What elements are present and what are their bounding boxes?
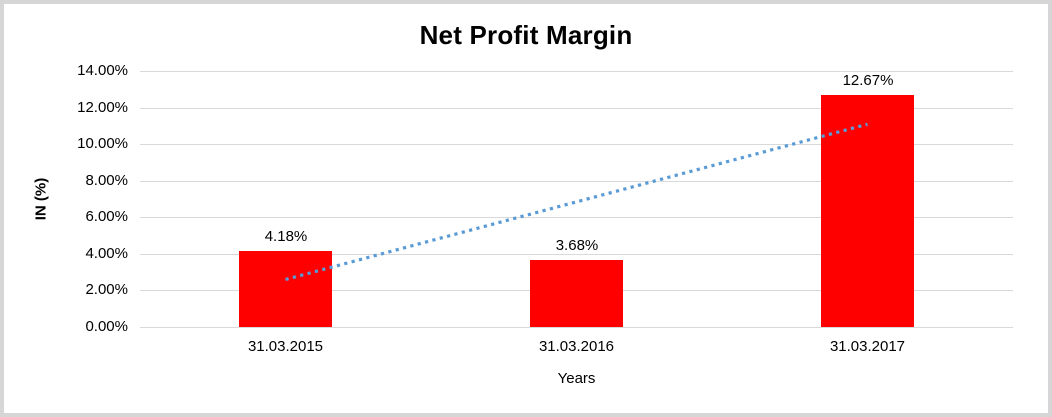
plot-area: 4.18% 3.68% 12.67% xyxy=(140,71,1013,328)
y-tick-label: 14.00% xyxy=(77,62,128,79)
gridline xyxy=(140,181,1013,182)
gridline xyxy=(140,108,1013,109)
y-tick-label: 12.00% xyxy=(77,99,128,116)
gridline xyxy=(140,254,1013,255)
bar-31.03.2016 xyxy=(530,260,623,327)
x-tick-label: 31.03.2016 xyxy=(538,338,615,355)
y-tick-label: 2.00% xyxy=(85,281,128,298)
bar-value-label: 3.68% xyxy=(555,237,599,254)
y-tick-label: 10.00% xyxy=(77,135,128,152)
chart-title: Net Profit Margin xyxy=(419,20,633,50)
x-tick-label: 31.03.2017 xyxy=(829,338,906,355)
trendline xyxy=(285,122,868,282)
gridline xyxy=(140,71,1013,72)
bar-value-label: 12.67% xyxy=(842,72,894,89)
gridline xyxy=(140,217,1013,218)
x-axis-title: Years xyxy=(557,370,596,387)
y-tick-label: 6.00% xyxy=(85,208,128,225)
y-tick-label: 8.00% xyxy=(85,172,128,189)
bar-value-label: 4.18% xyxy=(264,228,308,245)
y-tick-label: 4.00% xyxy=(85,245,128,262)
y-tick-label: 0.00% xyxy=(85,318,128,335)
gridline xyxy=(140,144,1013,145)
gridline xyxy=(140,327,1013,328)
bar-31.03.2015 xyxy=(239,251,332,327)
bar-31.03.2017 xyxy=(821,95,914,327)
x-tick-label: 31.03.2015 xyxy=(247,338,324,355)
